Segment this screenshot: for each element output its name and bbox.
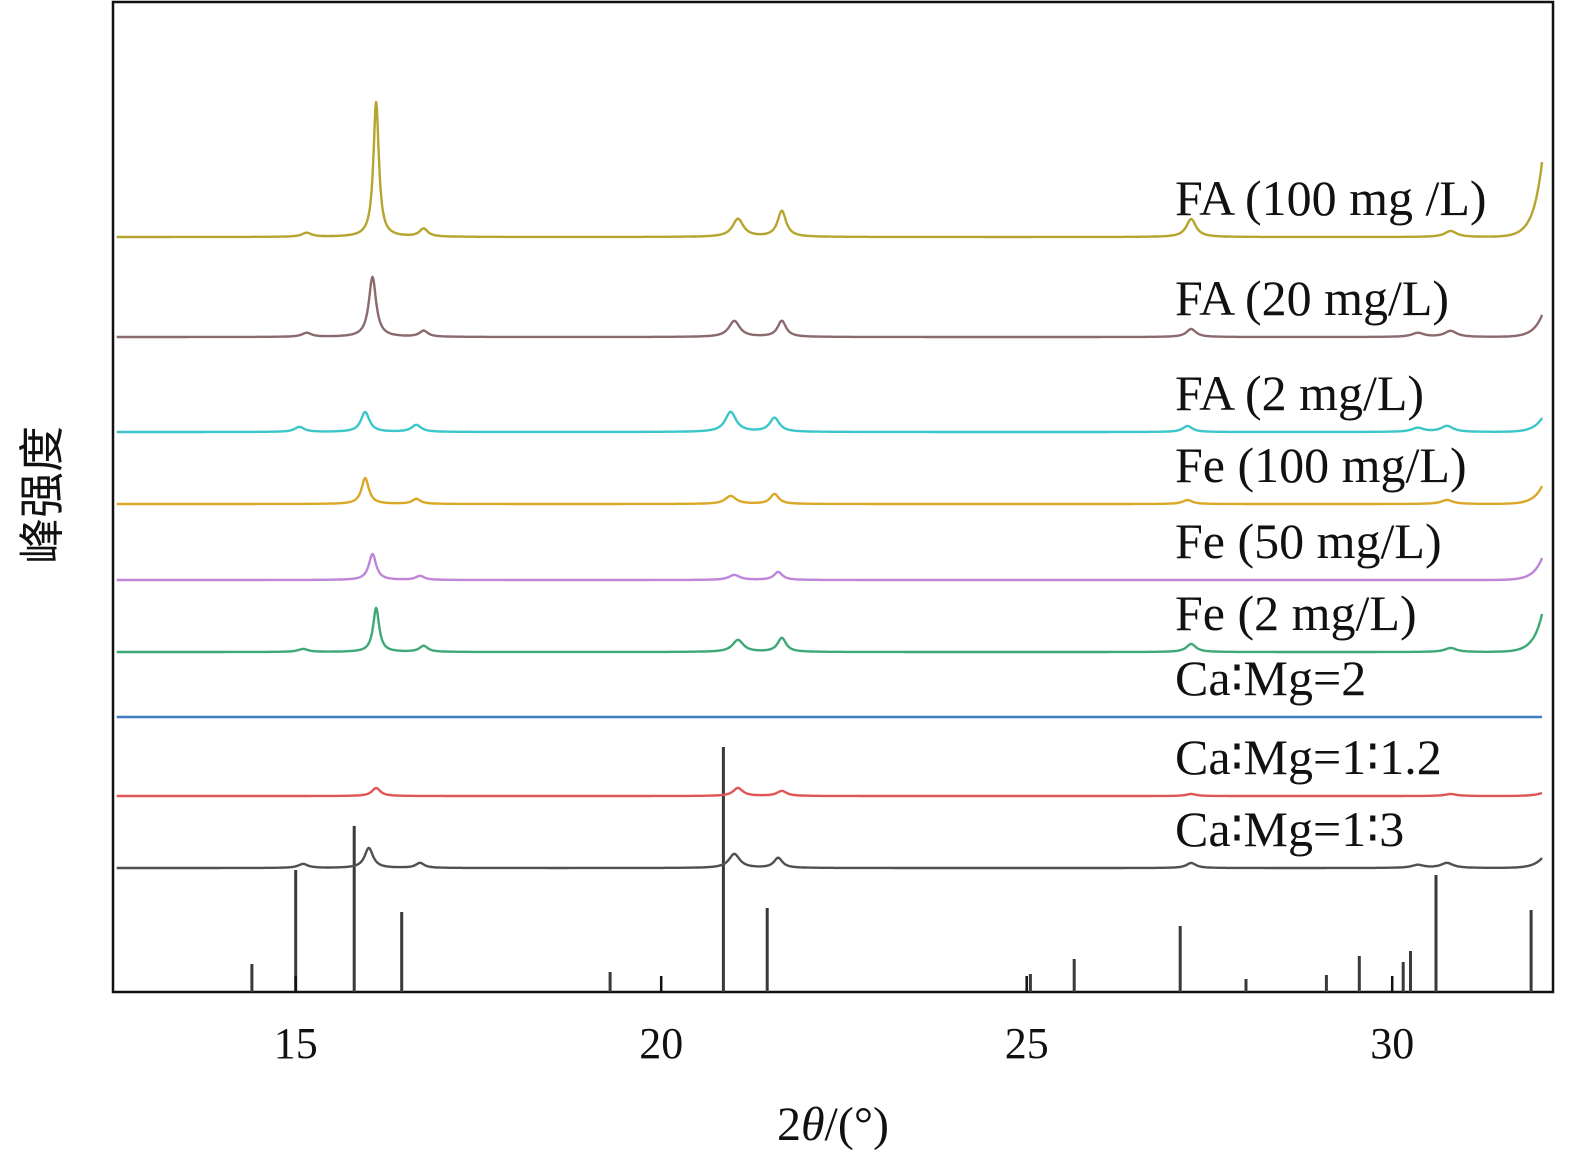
series-label-6: Ca∶Mg=2 bbox=[1175, 650, 1366, 706]
series-line-1 bbox=[116, 275, 1544, 339]
reference-pattern bbox=[250, 747, 1533, 992]
plot-frame bbox=[111, 0, 1555, 994]
series-label-5: Fe (2 mg/L) bbox=[1175, 585, 1417, 641]
x-tick-label-1: 20 bbox=[639, 1019, 683, 1068]
series-line-7 bbox=[116, 786, 1543, 798]
y-axis-title: 峰强度 bbox=[15, 426, 69, 564]
series-label-4: Fe (50 mg/L) bbox=[1175, 513, 1442, 569]
series-line-3 bbox=[116, 476, 1544, 506]
series-line-2 bbox=[116, 410, 1544, 434]
x-tick-label-3: 30 bbox=[1370, 1019, 1414, 1068]
series-label-3: Fe (100 mg/L) bbox=[1175, 437, 1467, 493]
series-line-5 bbox=[116, 606, 1544, 654]
series-label-7: Ca∶Mg=1∶1.2 bbox=[1175, 729, 1442, 785]
series-labels: FA (100 mg /L) FA (20 mg/L) FA (2 mg/L) Fe … bbox=[1175, 170, 1487, 857]
series-label-2: FA (2 mg/L) bbox=[1175, 365, 1424, 421]
x-axis-ticks: 15 20 25 30 bbox=[274, 976, 1414, 1068]
x-tick-label-2: 25 bbox=[1005, 1019, 1049, 1068]
x-tick-label-0: 15 bbox=[274, 1019, 318, 1068]
series-group bbox=[116, 100, 1544, 870]
series-line-8 bbox=[116, 846, 1543, 870]
series-label-0: FA (100 mg /L) bbox=[1175, 170, 1487, 226]
series-line-4 bbox=[116, 552, 1544, 582]
series-line-0 bbox=[116, 100, 1544, 239]
series-label-1: FA (20 mg/L) bbox=[1175, 270, 1449, 326]
x-axis-title: 2θ/(°) bbox=[777, 1098, 889, 1151]
series-label-8: Ca∶Mg=1∶3 bbox=[1175, 801, 1404, 857]
